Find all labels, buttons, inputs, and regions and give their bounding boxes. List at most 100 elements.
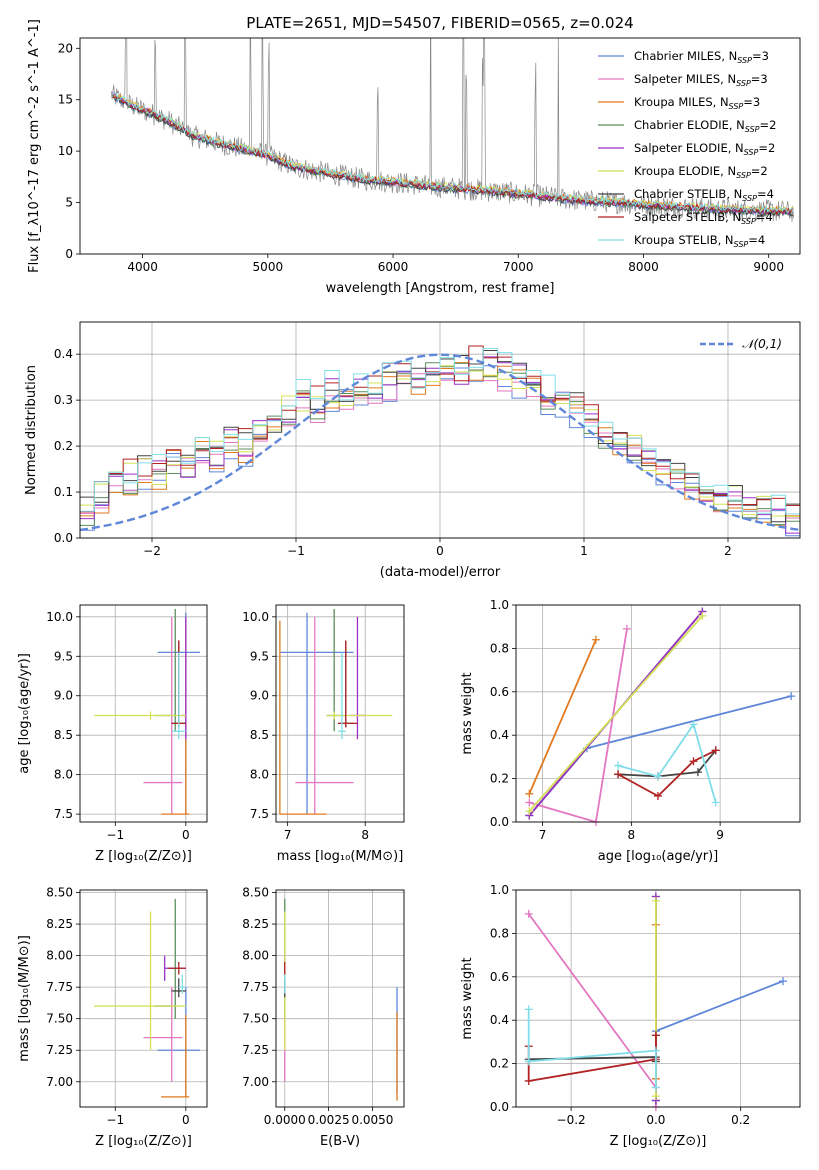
axes-frame (79, 889, 208, 1108)
observed-spectrum-line (110, 38, 794, 223)
legend-entry: Chabrier MILES, NSSP=3 (634, 49, 769, 65)
weight-marker (525, 798, 534, 807)
legend-entry: Chabrier STELIB, NSSP=4 (634, 187, 774, 203)
x-axis-label: Z [log₁₀(Z/Z⊙)] (95, 849, 192, 864)
axes-frame (515, 889, 801, 1108)
weight-marker (524, 1057, 533, 1066)
x-tick-label: −1 (106, 828, 124, 842)
y-axis-label: Normed distribution (24, 365, 39, 495)
y-tick-label: 9.0 (250, 689, 269, 703)
y-tick-label: 10.0 (46, 610, 73, 624)
x-tick-label: 0.0 (646, 1113, 665, 1127)
y-tick-label: 0.6 (490, 685, 509, 699)
x-tick-label: 5000 (253, 260, 284, 274)
y-tick-label: 8.00 (46, 949, 73, 963)
x-tick-label: 0.2 (731, 1113, 750, 1127)
weight-marker (698, 611, 707, 620)
weight-marker (779, 977, 788, 986)
weight-series-line (618, 749, 717, 778)
y-tick-label: 0.4 (490, 728, 509, 742)
y-tick-label: 0.8 (490, 641, 509, 655)
y-tick-label: 0.6 (490, 970, 509, 984)
axes-frame (79, 604, 208, 823)
y-tick-label: 1.0 (490, 883, 509, 897)
y-tick-label: 8.00 (242, 949, 269, 963)
axes-frame (79, 37, 801, 255)
y-tick-label: 1.0 (490, 598, 509, 612)
y-tick-label: 7.25 (242, 1043, 269, 1057)
y-tick-label: 0.0 (490, 815, 509, 829)
x-axis-label: E(B-V) (320, 1134, 360, 1149)
weight-marker (524, 1005, 533, 1014)
weight-marker (711, 798, 720, 807)
weight-series-line (655, 980, 784, 1101)
weight_vs_age-panel: 7 8 9 0.0 0.2 0.4 0.6 0.8 1.0 age [log₁₀(age/yr)]… (460, 598, 801, 864)
weight-series-line (528, 1035, 657, 1062)
age_vs_mass-panel: 7 8 7.5 8.0 8.5 9.0 9.5 10.0 mass [log₁₀(M/M⊙)] (242, 604, 405, 864)
weight-marker (787, 692, 796, 701)
y-tick-label: 0.2 (54, 439, 73, 453)
weight-marker (524, 909, 533, 918)
y-tick-label: 0.3 (54, 393, 73, 407)
residuals-panel: −2 −1 0 1 2 0.0 0.1 0.2 0.3 0.4 (data-model)/error… (24, 321, 801, 580)
weight-marker (651, 896, 660, 905)
figure-title: PLATE=2651, MJD=54507, FIBERID=0565, z=0… (246, 14, 633, 32)
y-tick-label: 8.25 (242, 917, 269, 931)
weight-marker (651, 1046, 660, 1055)
x-tick-label: −1 (287, 544, 305, 558)
weight-series-line (529, 628, 628, 822)
x-tick-label: −0.2 (557, 1113, 586, 1127)
legend-entry: Kroupa MILES, NSSP=3 (634, 95, 760, 111)
x-tick-label: 9 (716, 828, 724, 842)
legend-entry: Salpeter STELIB, NSSP=4 (634, 210, 773, 226)
y-axis-label: age [log₁₀(age/yr)] (17, 653, 32, 774)
weight-marker (711, 746, 720, 755)
weight-marker (651, 1031, 660, 1040)
x-tick-label: 0.0000 (264, 1113, 306, 1127)
y-tick-label: 8.5 (250, 728, 269, 742)
y-tick-label: 7.00 (242, 1075, 269, 1089)
y-tick-label: 7.5 (250, 807, 269, 821)
y-tick-label: 0.2 (490, 772, 509, 786)
weight-marker (689, 757, 698, 766)
weight-marker (614, 761, 623, 770)
mass_vs_ebv-panel: 0.0000 0.0025 0.0050 7.00 7.25 7.50 7.75 8.00 8.… (242, 886, 405, 1149)
weight-marker (689, 720, 698, 729)
x-tick-label: 0.0050 (351, 1113, 393, 1127)
x-tick-label: 6000 (378, 260, 409, 274)
residual-histogram (80, 348, 800, 515)
x-tick-label: 2 (724, 544, 732, 558)
y-tick-label: 7.00 (46, 1075, 73, 1089)
x-axis-label: Z [log₁₀(Z/Z⊙)] (610, 1134, 707, 1149)
weight-marker (693, 768, 702, 777)
y-tick-label: 0.0 (490, 1100, 509, 1114)
y-tick-label: 0.4 (490, 1013, 509, 1027)
weight-series-line (528, 639, 597, 795)
x-axis-label: age [log₁₀(age/yr)] (598, 849, 719, 864)
y-tick-label: 0.0 (54, 531, 73, 545)
y-tick-label: 9.0 (54, 689, 73, 703)
y-tick-label: 9.5 (250, 649, 269, 663)
y-tick-label: 9.5 (54, 649, 73, 663)
mass_vs_Z-panel: −1 0 7.00 7.25 7.50 7.75 8.00 8.25 8.50 Z [log₁₀(… (17, 886, 208, 1149)
y-tick-label: 7.75 (46, 980, 73, 994)
x-tick-label: 8 (628, 828, 636, 842)
y-tick-label: 20 (58, 41, 73, 55)
weight-marker (614, 770, 623, 779)
axes-frame (79, 321, 801, 539)
axes-frame (275, 604, 405, 823)
x-tick-label: 4000 (127, 260, 158, 274)
y-tick-label: 0.8 (490, 926, 509, 940)
weight-marker (525, 807, 534, 816)
axes-frame (515, 604, 801, 823)
y-tick-label: 8.50 (242, 886, 269, 900)
y-tick-label: 10.0 (242, 610, 269, 624)
y-tick-label: 7.5 (54, 807, 73, 821)
y-axis-label: mass [log₁₀(M/M⊙)] (17, 935, 32, 1062)
x-tick-label: 8000 (628, 260, 659, 274)
y-tick-label: 8.25 (46, 917, 73, 931)
y-tick-label: 0 (65, 247, 73, 261)
weight-series-line (528, 615, 704, 812)
legend-entry: Chabrier ELODIE, NSSP=2 (634, 118, 776, 134)
